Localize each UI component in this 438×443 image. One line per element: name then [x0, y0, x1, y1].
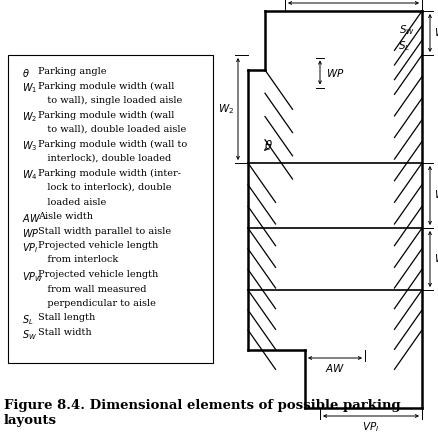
Text: $W_3$: $W_3$ [22, 140, 37, 153]
Text: $\theta$: $\theta$ [264, 139, 272, 152]
Text: Stall length: Stall length [38, 314, 95, 323]
Text: Stall width: Stall width [38, 328, 92, 337]
Text: $W_2$: $W_2$ [22, 110, 37, 124]
Text: to wall), single loaded aisle: to wall), single loaded aisle [38, 96, 182, 105]
Text: to wall), double loaded aisle: to wall), double loaded aisle [38, 125, 186, 134]
Text: $\theta$: $\theta$ [22, 67, 30, 79]
Text: from wall measured: from wall measured [38, 284, 146, 294]
Text: $WP$: $WP$ [22, 226, 39, 238]
Text: $VP_W$: $VP_W$ [22, 270, 43, 284]
Text: perpendicular to aisle: perpendicular to aisle [38, 299, 156, 308]
Text: $VP_I$: $VP_I$ [362, 420, 380, 434]
Text: Parking angle: Parking angle [38, 67, 106, 76]
Text: $AW$: $AW$ [325, 362, 345, 374]
Text: Parking module width (wall to: Parking module width (wall to [38, 140, 187, 148]
Text: $VP_I$: $VP_I$ [22, 241, 39, 255]
Text: from interlock: from interlock [38, 256, 118, 264]
Text: Figure 8.4. Dimensional elements of possible parking
layouts: Figure 8.4. Dimensional elements of poss… [4, 399, 401, 427]
Text: $AW$: $AW$ [22, 212, 41, 224]
Text: $W_4$: $W_4$ [22, 168, 38, 183]
Text: Parking module width (inter-: Parking module width (inter- [38, 168, 181, 178]
Text: $VP_W$: $VP_W$ [342, 0, 365, 1]
Text: $WP$: $WP$ [326, 66, 345, 78]
Text: interlock), double loaded: interlock), double loaded [38, 154, 171, 163]
Text: Projected vehicle length: Projected vehicle length [38, 241, 158, 250]
Text: $W_2$: $W_2$ [218, 102, 234, 116]
Text: lock to interlock), double: lock to interlock), double [38, 183, 172, 192]
Text: $W_4$: $W_4$ [434, 252, 438, 266]
Text: $W_1$: $W_1$ [434, 26, 438, 40]
Text: Parking module width (wall: Parking module width (wall [38, 110, 174, 120]
Bar [8, 55, 213, 363]
Text: Projected vehicle length: Projected vehicle length [38, 270, 158, 279]
Text: Stall width parallel to aisle: Stall width parallel to aisle [38, 226, 171, 236]
Text: $W_1$: $W_1$ [22, 82, 37, 95]
Text: $S_L$: $S_L$ [398, 39, 410, 53]
Text: loaded aisle: loaded aisle [38, 198, 106, 206]
Text: $S_L$: $S_L$ [22, 314, 34, 327]
Text: Parking module width (wall: Parking module width (wall [38, 82, 174, 91]
Text: $S_W$: $S_W$ [399, 23, 415, 37]
Text: $S_W$: $S_W$ [22, 328, 37, 342]
Text: Aisle width: Aisle width [38, 212, 93, 221]
Text: $W_3$: $W_3$ [434, 189, 438, 202]
